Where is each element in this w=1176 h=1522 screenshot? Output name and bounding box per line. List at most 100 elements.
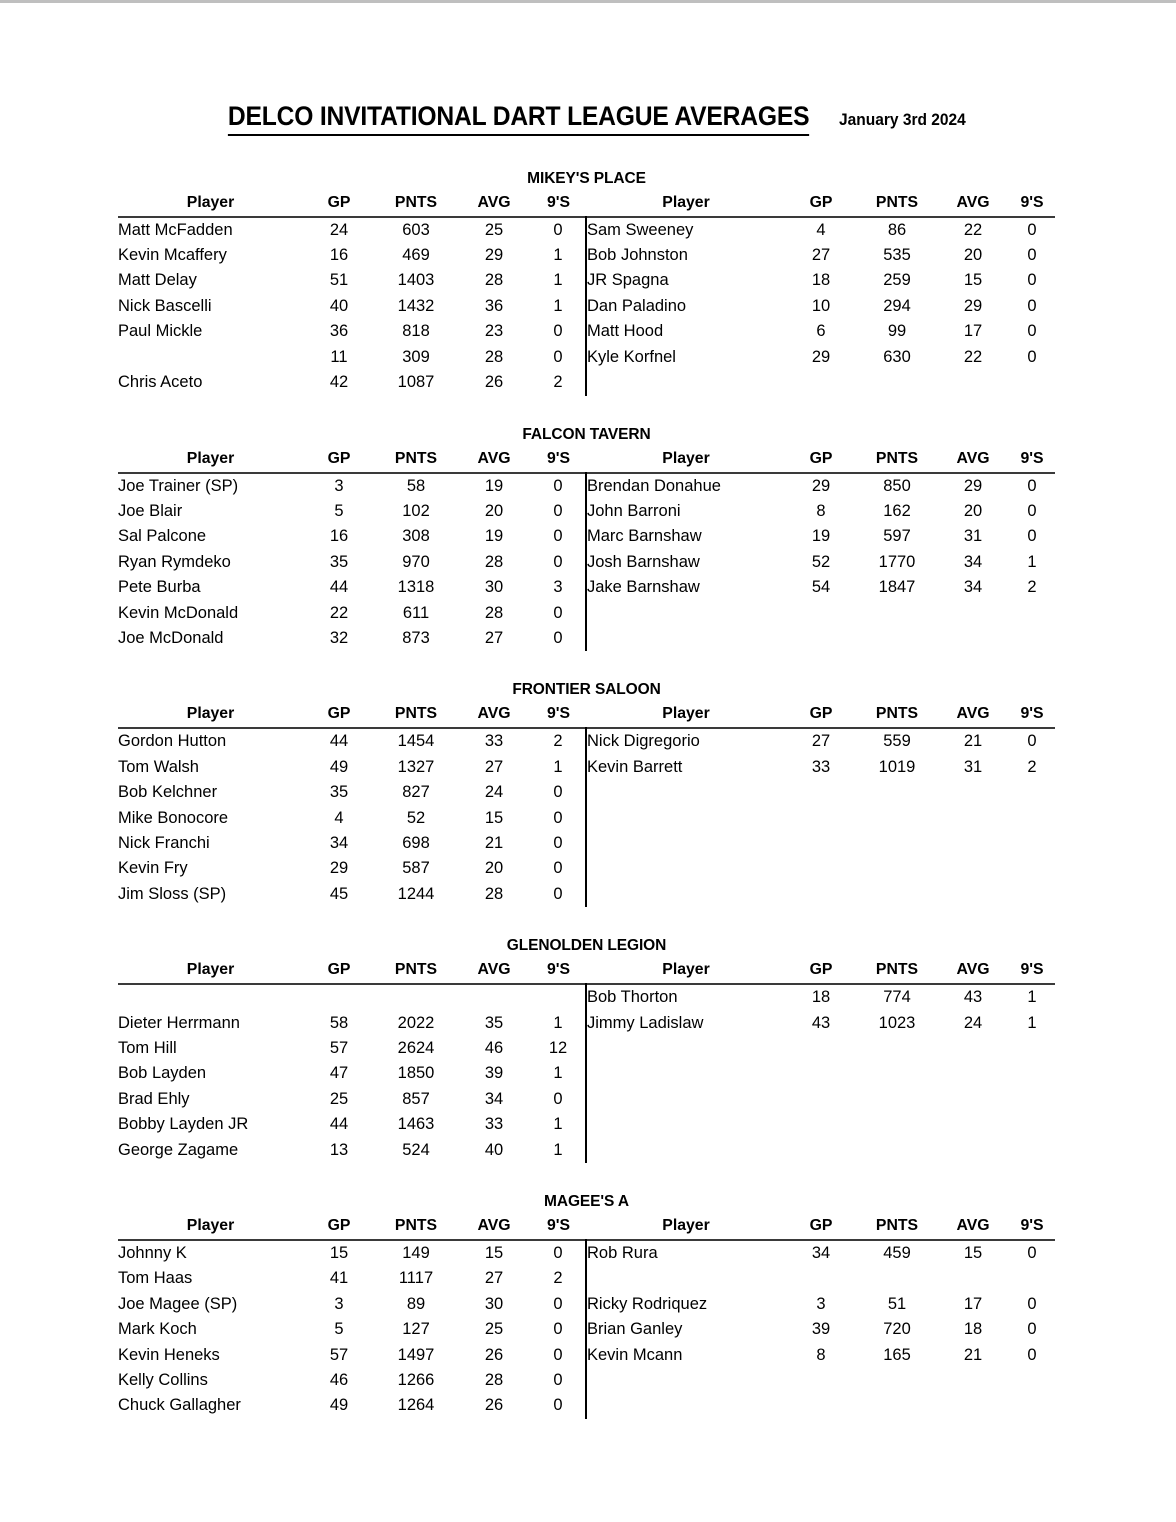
averages-table: Player GP PNTS AVG 9'S Player GP PNTS AVG 9'S Bob … <box>118 957 1055 1164</box>
column-header-gp: GP <box>809 961 833 979</box>
cell-avg: 20 <box>963 246 983 265</box>
cell-nines <box>1009 1036 1055 1061</box>
cell-nines <box>1009 780 1055 805</box>
cell-player: Sam Sweeney <box>587 220 694 239</box>
table-header-row: Player GP PNTS AVG 9'S Player GP PNTS AVG 9'S <box>118 446 1055 473</box>
cell-player: Dan Paladino <box>587 296 687 315</box>
cell-gp <box>785 1266 857 1291</box>
cell-nines <box>1009 1087 1055 1112</box>
cell-player: Gordon Hutton <box>118 732 227 751</box>
cell-pnts <box>857 1036 937 1061</box>
cell-player: Jake Barnshaw <box>587 578 700 597</box>
team-name: GLENOLDEN LEGION <box>506 937 667 955</box>
cell-gp: 44 <box>329 578 349 597</box>
cell-gp: 18 <box>811 271 831 290</box>
cell-player: Brad Ehly <box>118 1089 190 1108</box>
cell-player <box>587 806 785 831</box>
cell-avg <box>937 1036 1009 1061</box>
cell-player: Bobby Layden JR <box>118 1115 249 1134</box>
cell-avg <box>937 601 1009 626</box>
cell-avg: 25 <box>484 220 504 239</box>
cell-gp <box>785 856 857 881</box>
cell-nines <box>1009 601 1055 626</box>
column-header-nines: 9'S <box>1020 1217 1044 1235</box>
cell-pnts <box>857 1368 937 1393</box>
column-header-gp: GP <box>327 1217 351 1235</box>
column-header-pnts: PNTS <box>394 705 438 723</box>
cell-player: Nick Franchi <box>118 833 210 852</box>
column-header-nines: 9'S <box>1020 193 1044 211</box>
column-header-avg: AVG <box>477 193 511 211</box>
cell-pnts <box>857 856 937 881</box>
cell-avg: 29 <box>963 476 983 495</box>
cell-pnts: 698 <box>402 833 430 852</box>
title-block: DELCO INVITATIONAL DART LEAGUE AVERAGES … <box>0 99 1176 136</box>
cell-pnts: 1327 <box>397 757 435 776</box>
cell-nines <box>531 984 586 1010</box>
column-header-gp: GP <box>809 449 833 467</box>
cell-player: Rob Rura <box>587 1244 658 1263</box>
cell-gp: 34 <box>329 833 349 852</box>
table-row: Tom Hill 57 2624 46 12 <box>118 1036 1055 1062</box>
cell-gp <box>785 806 857 831</box>
cell-player <box>587 626 785 651</box>
table-row: Gordon Hutton 44 1454 33 2 Nick Digregorio 27 5… <box>118 728 1055 755</box>
cell-player: Paul Mickle <box>118 322 203 341</box>
cell-nines <box>1009 626 1055 651</box>
cell-nines: 1 <box>553 1115 563 1134</box>
cell-nines: 0 <box>1027 1345 1037 1364</box>
cell-gp <box>785 831 857 856</box>
cell-nines: 0 <box>553 322 563 341</box>
cell-pnts: 308 <box>402 527 430 546</box>
table-row: Joe McDonald 32 873 27 0 <box>118 625 1055 652</box>
cell-avg: 27 <box>484 1269 504 1288</box>
cell-nines: 0 <box>553 1244 563 1263</box>
cell-player: Kevin Mcaffery <box>118 246 227 265</box>
team-section: MAGEE'S A Player GP PNTS AVG 9'S Player GP PNTS A… <box>118 1191 1055 1419</box>
cell-nines: 2 <box>1027 757 1037 776</box>
table-row: Nick Franchi 34 698 21 0 <box>118 830 1055 857</box>
cell-avg <box>937 370 1009 395</box>
cell-player: George Zagame <box>118 1140 239 1159</box>
cell-player: Ricky Rodriquez <box>587 1294 708 1313</box>
cell-gp: 24 <box>329 220 349 239</box>
cell-nines: 0 <box>1027 271 1037 290</box>
table-header-row: Player GP PNTS AVG 9'S Player GP PNTS AVG 9'S <box>118 701 1055 729</box>
cell-gp <box>785 370 857 395</box>
cell-pnts: 1463 <box>397 1115 435 1134</box>
cell-pnts: 818 <box>402 322 430 341</box>
cell-pnts: 89 <box>406 1294 426 1313</box>
cell-avg: 25 <box>484 1320 504 1339</box>
table-row: Nick Bascelli 40 1432 36 1 Dan Paladino 10 294 2… <box>118 293 1055 320</box>
averages-table: Player GP PNTS AVG 9'S Player GP PNTS AVG 9'S John… <box>118 1213 1055 1419</box>
cell-avg <box>937 1393 1009 1418</box>
cell-nines: 1 <box>553 296 563 315</box>
cell-gp: 18 <box>811 988 831 1007</box>
table-row: Kevin McDonald 22 611 28 0 <box>118 600 1055 626</box>
cell-player: Brendan Donahue <box>587 476 721 495</box>
cell-nines: 0 <box>553 1320 563 1339</box>
cell-pnts <box>857 1112 937 1137</box>
cell-player <box>587 1112 785 1137</box>
cell-gp: 36 <box>329 322 349 341</box>
column-header-avg: AVG <box>477 705 511 723</box>
averages-table: Player GP PNTS AVG 9'S Player GP PNTS AVG 9'S Joe … <box>118 446 1055 652</box>
cell-player: Joe Magee (SP) <box>118 1294 238 1313</box>
cell-player: Mike Bonocore <box>118 808 229 827</box>
spacer <box>0 136 1176 168</box>
cell-pnts: 1117 <box>398 1269 434 1288</box>
table-row: Kevin Fry 29 587 20 0 <box>118 856 1055 882</box>
cell-pnts: 127 <box>402 1320 430 1339</box>
cell-nines: 0 <box>553 628 563 647</box>
cell-player: Pete Burba <box>118 578 201 597</box>
cell-player <box>587 1368 785 1393</box>
cell-avg: 22 <box>963 347 983 366</box>
cell-avg: 22 <box>963 220 983 239</box>
cell-gp: 54 <box>811 578 831 597</box>
team-name: MAGEE'S A <box>544 1193 629 1211</box>
cell-avg <box>937 1138 1009 1163</box>
cell-player <box>587 1061 785 1086</box>
cell-gp: 10 <box>811 296 831 315</box>
cell-pnts: 559 <box>883 732 911 751</box>
table-header-row: Player GP PNTS AVG 9'S Player GP PNTS AVG 9'S <box>118 190 1055 217</box>
